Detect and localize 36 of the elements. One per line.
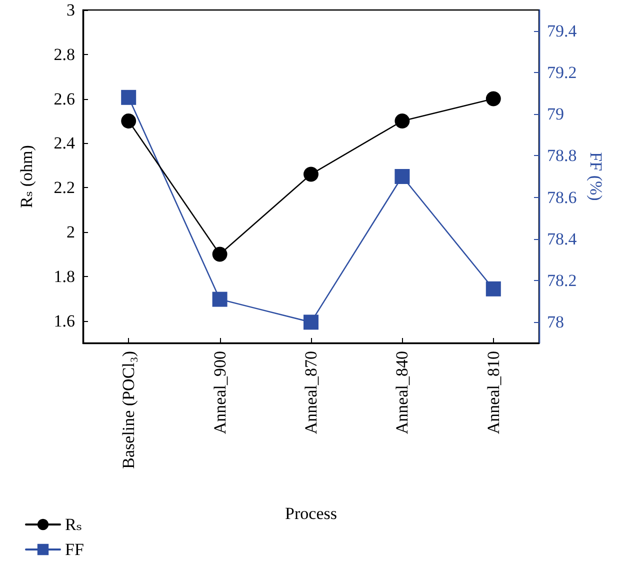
y2-axis-title: FF (%) (586, 152, 606, 201)
x-tick-label: Anneal_900 (210, 351, 230, 434)
x-tick-label: Anneal_870 (302, 351, 320, 434)
y2-tick-label: 79.2 (547, 62, 577, 82)
y-tick-label: 1.6 (54, 311, 75, 330)
point (121, 90, 136, 105)
x-tick-label: Anneal_810 (484, 351, 503, 434)
point (486, 281, 501, 296)
y-tick-label: 3 (66, 0, 75, 20)
y2-tick-label: 79.4 (547, 21, 578, 40)
x-axis-title: Process (285, 504, 337, 523)
point (212, 246, 228, 262)
y-tick-label: 2.6 (54, 89, 75, 108)
y2-tick-label: 79 (547, 104, 564, 124)
y-axis-title: Rₛ (ohm) (17, 145, 36, 208)
y2-tick-label: 78 (547, 312, 564, 332)
x-tick-label: Anneal_840 (392, 351, 412, 434)
x-tick-label: Baseline (POCl₃) (119, 351, 138, 469)
y2-tick-label: 78.2 (547, 271, 577, 290)
y-tick-label: 1.8 (54, 266, 75, 286)
point (121, 114, 136, 128)
y-tick-label: 2.2 (54, 178, 75, 198)
point (304, 166, 318, 182)
point (486, 91, 501, 106)
point (394, 114, 410, 128)
y-tick-label: 2 (66, 222, 75, 242)
y-tick-label: 2.4 (54, 134, 76, 153)
point (212, 292, 228, 307)
y2-tick-label: 78.8 (547, 146, 577, 166)
legend-label: Rₛ (65, 515, 82, 534)
point (304, 314, 318, 330)
y2-tick-label: 78.6 (547, 188, 577, 207)
y-tick-label: 2.8 (54, 44, 75, 64)
point (394, 169, 410, 184)
legend-label: FF (65, 540, 84, 559)
y2-tick-label: 78.4 (547, 229, 578, 248)
